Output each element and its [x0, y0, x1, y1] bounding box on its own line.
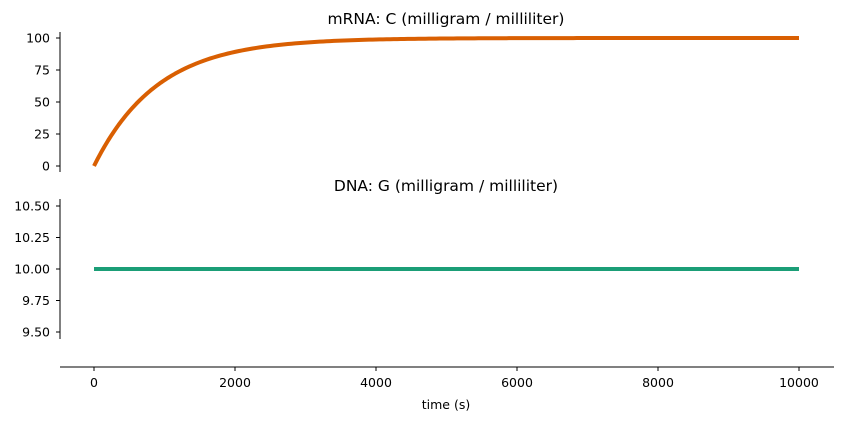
- dna-y-tick-label: 9.75: [22, 293, 50, 308]
- dna-y-tick-label: 9.50: [22, 325, 50, 340]
- x-tick-label: 10000: [779, 375, 819, 390]
- mrna-y-tick-label: 75: [34, 63, 50, 78]
- dna-y-tick-label: 10.25: [14, 230, 50, 245]
- mrna-panel-title: mRNA: C (milligram / milliliter): [328, 10, 565, 28]
- x-tick-label: 2000: [219, 375, 251, 390]
- dna-y-tick-label: 10.00: [14, 262, 50, 277]
- x-tick-label: 6000: [501, 375, 533, 390]
- x-ticks: 0 2000 4000 6000 8000 10000: [90, 367, 819, 390]
- dna-y-tick-label: 10.50: [14, 199, 50, 214]
- x-tick-label: 0: [90, 375, 98, 390]
- mrna-y-tick-label: 0: [42, 159, 50, 174]
- dna-y-ticks: 9.50 9.75 10.00 10.25 10.50: [14, 199, 60, 340]
- dna-panel-title: DNA: G (milligram / milliliter): [334, 177, 558, 195]
- dna-panel: DNA: G (milligram / milliliter) 9.50 9.75…: [14, 177, 834, 412]
- x-tick-label: 8000: [642, 375, 674, 390]
- x-axis-label: time (s): [422, 397, 470, 412]
- mrna-panel: mRNA: C (milligram / milliliter) 0 25 50 75…: [26, 10, 799, 174]
- mrna-y-tick-label: 50: [34, 95, 50, 110]
- mrna-series-line: [92, 36, 799, 167]
- mrna-series-group: [92, 36, 799, 167]
- mrna-y-ticks: 0 25 50 75 100: [26, 31, 60, 174]
- mrna-y-tick-label: 25: [34, 127, 50, 142]
- x-tick-label: 4000: [360, 375, 392, 390]
- mrna-y-tick-label: 100: [26, 31, 50, 46]
